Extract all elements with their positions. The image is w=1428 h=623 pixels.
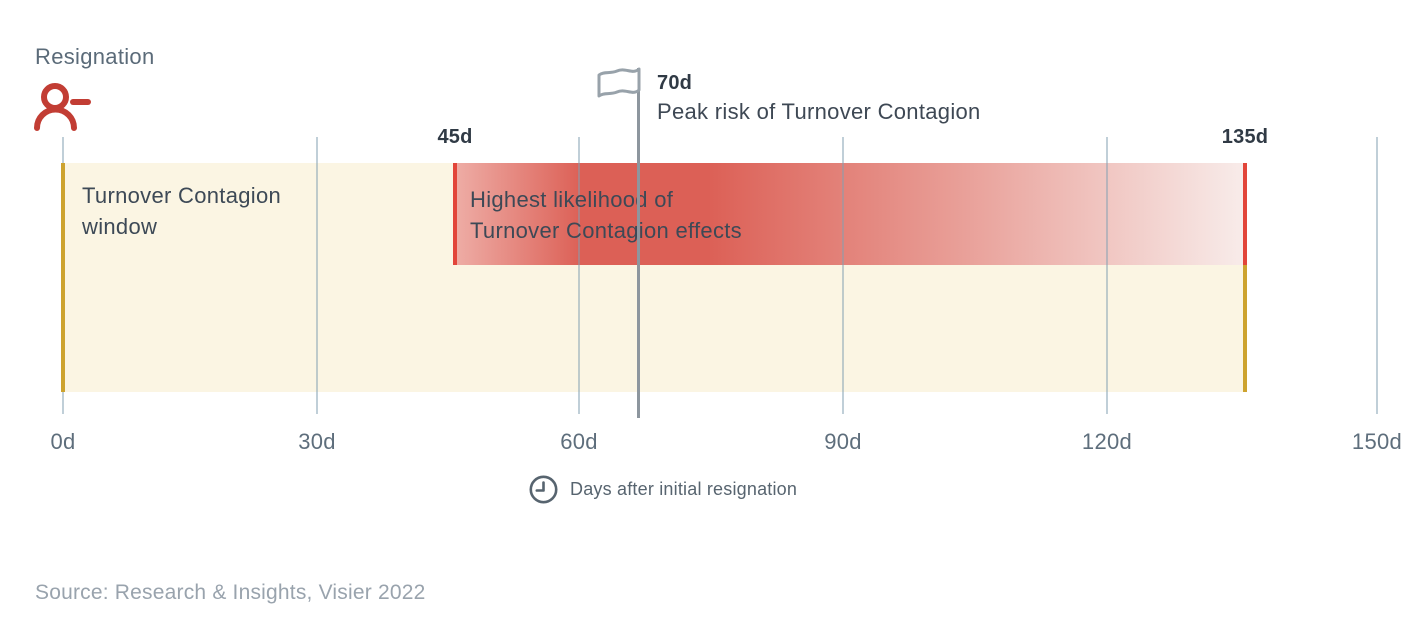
resignation-label: Resignation: [35, 44, 155, 69]
person-minus-icon: [34, 83, 91, 131]
highest-band-label: Highest likelihood of Turnover Contagion…: [470, 184, 742, 246]
highest-band-label-line2: Turnover Contagion effects: [470, 218, 742, 243]
gridline-30d: [316, 137, 318, 414]
flag-icon: [597, 67, 641, 98]
window-start-line: [61, 163, 65, 392]
source-text: Source: Research & Insights, Visier 2022: [35, 581, 426, 604]
gridline-150d: [1376, 137, 1378, 414]
highest-likelihood-band: [455, 163, 1245, 265]
peak-day-label: 70d: [657, 72, 693, 94]
axis-label-90d: 90d: [824, 429, 862, 454]
window-end-line: [1243, 265, 1247, 392]
gridline-60d: [578, 137, 580, 414]
peak-risk-label: Peak risk of Turnover Contagion: [657, 99, 981, 124]
clock-icon: [529, 475, 558, 504]
flag-pole: [637, 68, 640, 418]
gridline-90d: [842, 137, 844, 414]
window-band-label-line2: window: [82, 214, 158, 239]
highest-end-line: [1243, 163, 1247, 265]
axis-label-120d: 120d: [1081, 429, 1133, 454]
marker-135d: 135d: [1221, 126, 1269, 148]
window-band-label: Turnover Contagion window: [82, 180, 281, 242]
axis-label-0d: 0d: [50, 429, 76, 454]
axis-label-60d: 60d: [560, 429, 598, 454]
window-band-label-line1: Turnover Contagion: [82, 183, 282, 208]
axis-label-30d: 30d: [298, 429, 336, 454]
axis-caption: Days after initial resignation: [570, 479, 798, 499]
gridline-120d: [1106, 137, 1108, 414]
highest-band-label-line1: Highest likelihood of: [470, 187, 674, 212]
axis-label-150d: 150d: [1351, 429, 1403, 454]
highest-start-line: [453, 163, 457, 265]
marker-45d: 45d: [437, 126, 473, 148]
